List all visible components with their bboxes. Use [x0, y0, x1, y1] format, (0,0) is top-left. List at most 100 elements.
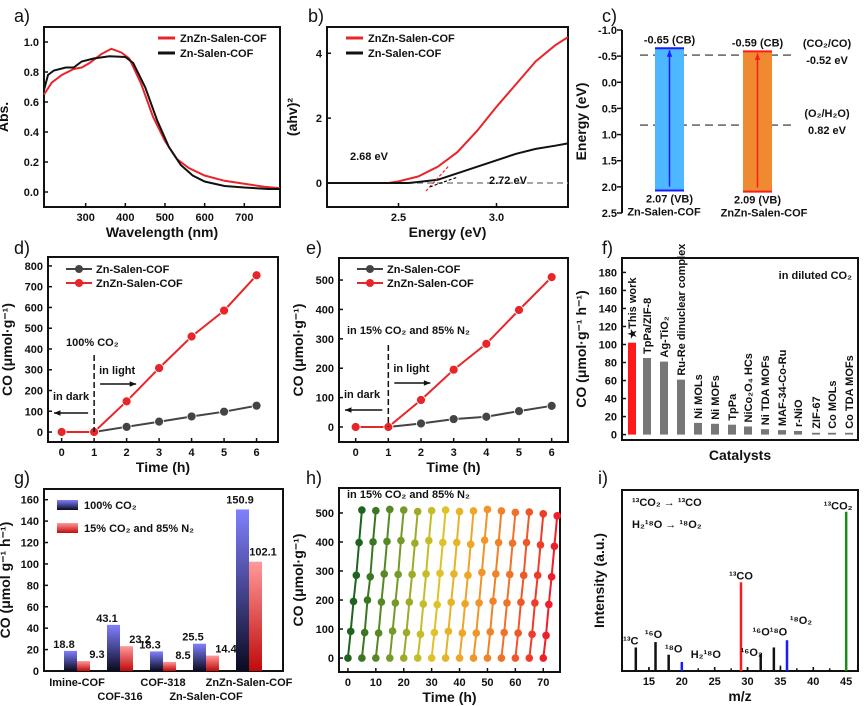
cycle-line [346, 510, 363, 659]
catalyst-label: TpPa [727, 393, 739, 421]
cycle-line [486, 510, 503, 659]
value-label: 18.8 [53, 639, 74, 651]
data-point [399, 506, 408, 514]
data-point [251, 400, 262, 411]
cycle-line [528, 513, 545, 659]
x-tick-label: 0 [345, 677, 351, 689]
plot-frame [621, 257, 859, 441]
data-point [358, 654, 366, 662]
catalyst-label: TpPa/ZIF-8 [642, 298, 654, 354]
y-tick-label: 140 [599, 303, 617, 315]
y-tick-label: 0.4 [24, 127, 40, 139]
data-point [539, 510, 548, 518]
y-tick-label: 1.5 [602, 156, 617, 168]
catalyst-label: Co MOLs [827, 381, 839, 429]
data-point [377, 598, 386, 606]
data-point [483, 654, 492, 662]
value-label: 150.9 [226, 494, 254, 506]
data-point [372, 654, 380, 662]
y-axis-label: Abs. [0, 102, 11, 132]
y-tick-label: 300 [316, 566, 334, 578]
x-tick-label: 4 [189, 447, 196, 459]
data-point [500, 628, 508, 637]
bandgap-label: 2.68 eV [350, 151, 389, 163]
panel-label: g) [14, 468, 30, 488]
category-label: COF-316 [97, 691, 142, 703]
plot-frame [326, 26, 569, 208]
x-tick-label: 30 [741, 676, 753, 688]
x-tick-label: 35 [774, 676, 786, 688]
data-point [186, 331, 197, 342]
y-tick-label: 400 [25, 344, 43, 356]
x-tick-label: 40 [807, 676, 819, 688]
data-point [154, 416, 165, 427]
data-point [366, 573, 375, 581]
peak-label: ¹⁸O₂ [790, 615, 812, 627]
legend-label: 15% CO₂ and 85% N₂ [84, 523, 194, 535]
y-tick-label: 2.0 [602, 182, 617, 194]
catalyst-label: ZIF-67 [811, 396, 823, 428]
y-tick-label: 100 [316, 393, 334, 405]
data-point [408, 570, 416, 579]
cycle-line [458, 510, 475, 659]
x-axis-label: Time (h) [136, 459, 190, 475]
data-point [383, 537, 391, 546]
value-label: 23.2 [129, 634, 150, 646]
data-point [497, 507, 506, 515]
y-tick-label: 40 [27, 623, 39, 635]
catalyst-label: Ni TDA MOFs [760, 355, 772, 425]
x-tick-label: 30 [426, 677, 438, 689]
y-axis-label: (ahv)² [284, 98, 300, 136]
data-point [486, 628, 495, 636]
y-axis-label: CO (μmol·g⁻¹ h⁻¹) [573, 290, 589, 407]
y-tick-label: 20 [27, 645, 39, 657]
data-point [121, 421, 132, 432]
data-point [358, 506, 366, 514]
data-point [508, 539, 517, 547]
data-point [452, 538, 461, 547]
x-tick-label: 20 [676, 676, 688, 688]
panel-label: a) [14, 6, 30, 26]
panel-label: h) [306, 468, 322, 488]
y-axis-label: CO (μmol g⁻¹ h⁻¹) [0, 522, 13, 639]
y-tick-label: 0.2 [24, 157, 39, 169]
bar-pure [64, 650, 77, 671]
condition-label: in 15% CO₂ and 85% N₂ [347, 325, 470, 337]
x-tick-label: 1 [91, 447, 97, 459]
y-tick-label: 0 [316, 178, 322, 190]
cb-label: -0.59 (CB) [732, 37, 784, 49]
data-point [444, 627, 453, 636]
y-tick-label: 0.6 [24, 97, 39, 109]
x-tick-label: 60 [509, 677, 521, 689]
y-tick-label: 200 [25, 386, 43, 398]
bar [711, 423, 719, 435]
y-tick-label: 200 [316, 595, 334, 607]
data-point [360, 628, 369, 637]
data-point [481, 411, 492, 422]
data-point [505, 570, 514, 579]
cycle-line [500, 512, 517, 659]
data-point [394, 570, 402, 579]
x-tick-label: 45 [840, 676, 852, 688]
bar-pure [150, 651, 163, 671]
data-point [416, 395, 426, 405]
cycle-line [360, 510, 377, 659]
data-point [478, 568, 486, 577]
reaction-label: ¹³CO₂ → ¹³CO [632, 497, 702, 509]
cb-label: -0.65 (CB) [644, 34, 696, 46]
bar-pure [107, 624, 120, 671]
bar-pure [193, 643, 206, 671]
x-tick-label: 500 [156, 212, 174, 224]
data-point [388, 627, 397, 635]
legend-label: ZnZn-Salen-COF [96, 278, 183, 290]
y-axis-label: CO (μmol·g⁻¹) [290, 304, 306, 397]
x-axis-label: Time (h) [426, 459, 480, 475]
potential-couple: (CO₂/CO) [803, 38, 852, 50]
data-point [154, 363, 165, 373]
data-point [219, 406, 229, 417]
data-point [469, 507, 478, 515]
x-axis-label: m/z [728, 688, 751, 704]
data-point [441, 654, 450, 662]
peak-label: ¹⁸O [665, 644, 683, 656]
bar [677, 379, 685, 435]
